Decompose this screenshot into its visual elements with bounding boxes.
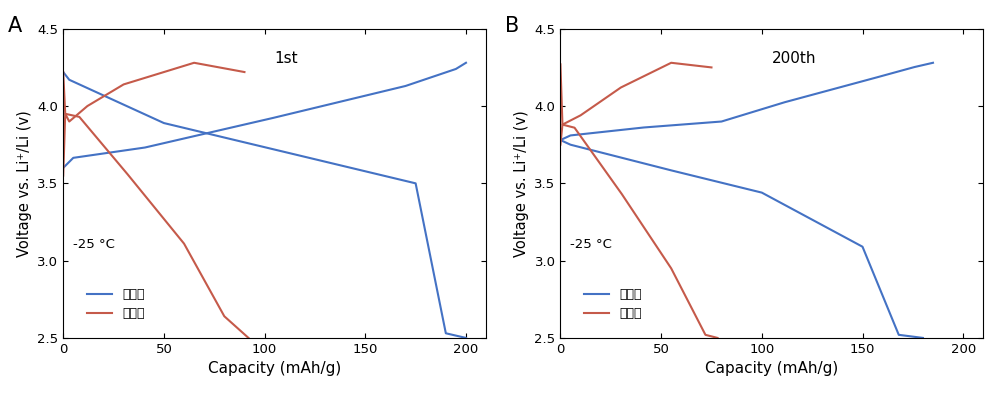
X-axis label: Capacity (mAh/g): Capacity (mAh/g) [705,361,839,376]
Text: -25 °C: -25 °C [570,238,612,251]
Legend: 实施例, 对比例: 实施例, 对比例 [579,283,647,325]
Text: B: B [505,17,520,37]
Text: 1st: 1st [275,51,298,66]
Text: A: A [8,17,22,37]
Text: -25 °C: -25 °C [73,238,115,251]
X-axis label: Capacity (mAh/g): Capacity (mAh/g) [208,361,341,376]
Text: 200th: 200th [772,51,816,66]
Legend: 实施例, 对比例: 实施例, 对比例 [82,283,150,325]
Y-axis label: Voltage vs. Li⁺/Li (v): Voltage vs. Li⁺/Li (v) [514,110,529,257]
Y-axis label: Voltage vs. Li⁺/Li (v): Voltage vs. Li⁺/Li (v) [17,110,32,257]
